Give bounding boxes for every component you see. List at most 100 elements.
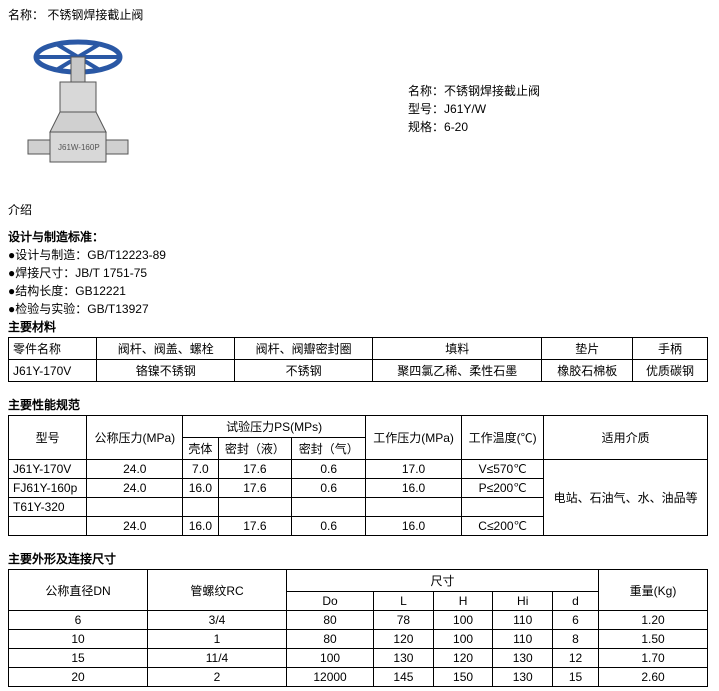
cell: 1 [148,630,287,649]
table-row: 15 11/4 100 130 120 130 12 1.70 [9,649,708,668]
table-row: 型号 公称压力(MPa) 试验压力PS(MPs) 工作压力(MPa) 工作温度(… [9,416,708,438]
cell: 1.50 [599,630,708,649]
dims-h-h: H [433,592,493,611]
materials-h2: 阀杆、阀瓣密封圈 [235,338,373,360]
info-spec-label: 规格： [408,120,444,134]
cell: 100 [433,630,493,649]
materials-c2: 不锈钢 [235,360,373,382]
materials-c5: 优质碳钢 [633,360,708,382]
materials-h0: 零件名称 [9,338,97,360]
standards-item: ●结构长度：GB12221 [8,282,719,300]
dims-h-do: Do [287,592,374,611]
cell: 17.6 [218,479,292,498]
cell: 24.0 [87,460,183,479]
cell: 120 [374,630,434,649]
cell: 1.70 [599,649,708,668]
cell: 24.0 [87,479,183,498]
cell: 1.20 [599,611,708,630]
perf-h-test: 试验压力PS(MPs) [183,416,366,438]
table-row: J61Y-170V 铬镍不锈钢 不锈钢 聚四氯乙稀、柔性石墨 橡胶石棉板 优质碳… [9,360,708,382]
cell: C≤200℃ [462,517,544,536]
cell: 2 [148,668,287,687]
cell: 7.0 [183,460,218,479]
cell: P≤200℃ [462,479,544,498]
cell [183,498,218,517]
cell: 11/4 [148,649,287,668]
table-row: 10 1 80 120 100 110 8 1.50 [9,630,708,649]
perf-h-sl: 密封（液） [218,438,292,460]
dims-h-weight: 重量(Kg) [599,570,708,611]
cell: 17.0 [366,460,462,479]
perf-h-sg: 密封（气） [292,438,366,460]
standards-item: ●焊接尺寸：JB/T 1751-75 [8,264,719,282]
cell: 130 [374,649,434,668]
table-row: 20 2 12000 145 150 130 15 2.60 [9,668,708,687]
materials-h1: 阀杆、阀盖、螺栓 [97,338,235,360]
cell: 16.0 [366,479,462,498]
cell [462,498,544,517]
dims-h-size: 尺寸 [287,570,599,592]
cell: 110 [493,611,553,630]
svg-text:J61W-160P: J61W-160P [58,143,100,152]
cell: T61Y-320 [9,498,87,517]
cell [218,498,292,517]
cell: 110 [493,630,553,649]
dims-table: 公称直径DN 管螺纹RC 尺寸 重量(Kg) Do L H Hi d 6 3/4… [8,569,708,687]
cell: 6 [553,611,599,630]
intro-label: 介绍 [8,201,719,218]
perf-media-cell: 电站、石油气、水、油品等 [544,460,708,536]
dims-h-l: L [374,592,434,611]
materials-title: 主要材料 [8,318,719,335]
standards-item: ●检验与实验：GB/T13927 [8,300,719,318]
materials-h4: 垫片 [542,338,633,360]
cell [292,498,366,517]
cell: 80 [287,630,374,649]
perf-h-wp: 工作压力(MPa) [366,416,462,460]
cell: 0.6 [292,479,366,498]
cell [87,498,183,517]
materials-c3: 聚四氯乙稀、柔性石墨 [373,360,542,382]
perf-table: 型号 公称压力(MPa) 试验压力PS(MPs) 工作压力(MPa) 工作温度(… [8,415,708,536]
page-title: 名称： 不锈钢焊接截止阀 [8,6,719,23]
standards-item: ●设计与制造：GB/T12223-89 [8,246,719,264]
cell: 80 [287,611,374,630]
materials-h3: 填料 [373,338,542,360]
dims-h-hi: Hi [493,592,553,611]
cell: FJ61Y-160p [9,479,87,498]
title-label: 名称： [8,8,44,22]
cell: 16.0 [366,517,462,536]
cell: 0.6 [292,517,366,536]
materials-c4: 橡胶石棉板 [542,360,633,382]
cell: J61Y-170V [9,460,87,479]
info-model-label: 型号： [408,102,444,116]
table-row: 公称直径DN 管螺纹RC 尺寸 重量(Kg) [9,570,708,592]
cell: 15 [9,649,148,668]
valve-icon: J61W-160P [13,32,173,192]
cell: 6 [9,611,148,630]
dims-title: 主要外形及连接尺寸 [8,550,719,567]
cell: 145 [374,668,434,687]
cell: 130 [493,649,553,668]
perf-h-wt: 工作温度(℃) [462,416,544,460]
dims-h-dn: 公称直径DN [9,570,148,611]
cell: 100 [433,611,493,630]
cell: 15 [553,668,599,687]
dims-h-rc: 管螺纹RC [148,570,287,611]
table-row: 6 3/4 80 78 100 110 6 1.20 [9,611,708,630]
info-name-label: 名称： [408,84,444,98]
cell: 78 [374,611,434,630]
cell: 100 [287,649,374,668]
cell: 12000 [287,668,374,687]
perf-h-shell: 壳体 [183,438,218,460]
cell: 8 [553,630,599,649]
table-row: 零件名称 阀杆、阀盖、螺栓 阀杆、阀瓣密封圈 填料 垫片 手柄 [9,338,708,360]
materials-c0: J61Y-170V [9,360,97,382]
cell: 16.0 [183,517,218,536]
title-value: 不锈钢焊接截止阀 [47,8,143,22]
top-row: J61W-160P 名称：不锈钢焊接截止阀 型号：J61Y/W 规格：6-20 [8,27,719,197]
materials-table: 零件名称 阀杆、阀盖、螺栓 阀杆、阀瓣密封圈 填料 垫片 手柄 J61Y-170… [8,337,708,382]
cell [366,498,462,517]
cell: 17.6 [218,517,292,536]
side-info: 名称：不锈钢焊接截止阀 型号：J61Y/W 规格：6-20 [408,82,540,136]
cell: 16.0 [183,479,218,498]
